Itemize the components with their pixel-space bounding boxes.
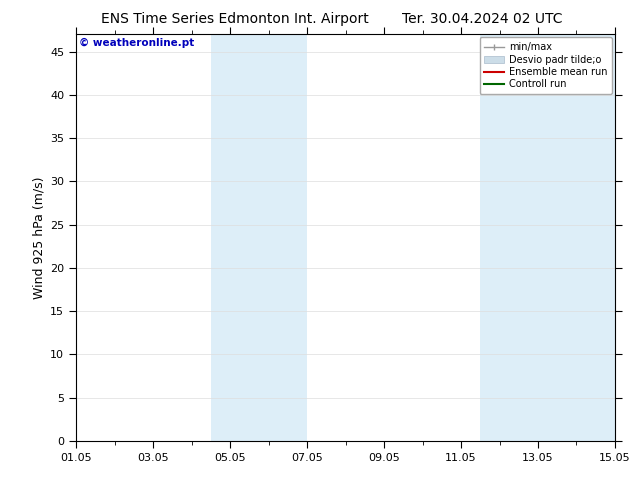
Text: © weatheronline.pt: © weatheronline.pt <box>79 38 194 49</box>
Bar <box>480 34 519 441</box>
Legend: min/max, Desvio padr tilde;o, Ensemble mean run, Controll run: min/max, Desvio padr tilde;o, Ensemble m… <box>479 37 612 94</box>
Text: ENS Time Series Edmonton Int. Airport: ENS Time Series Edmonton Int. Airport <box>101 12 368 26</box>
Y-axis label: Wind 925 hPa (m/s): Wind 925 hPa (m/s) <box>33 176 46 299</box>
Bar <box>519 34 615 441</box>
Bar <box>210 34 249 441</box>
Text: Ter. 30.04.2024 02 UTC: Ter. 30.04.2024 02 UTC <box>401 12 562 26</box>
Bar <box>249 34 307 441</box>
